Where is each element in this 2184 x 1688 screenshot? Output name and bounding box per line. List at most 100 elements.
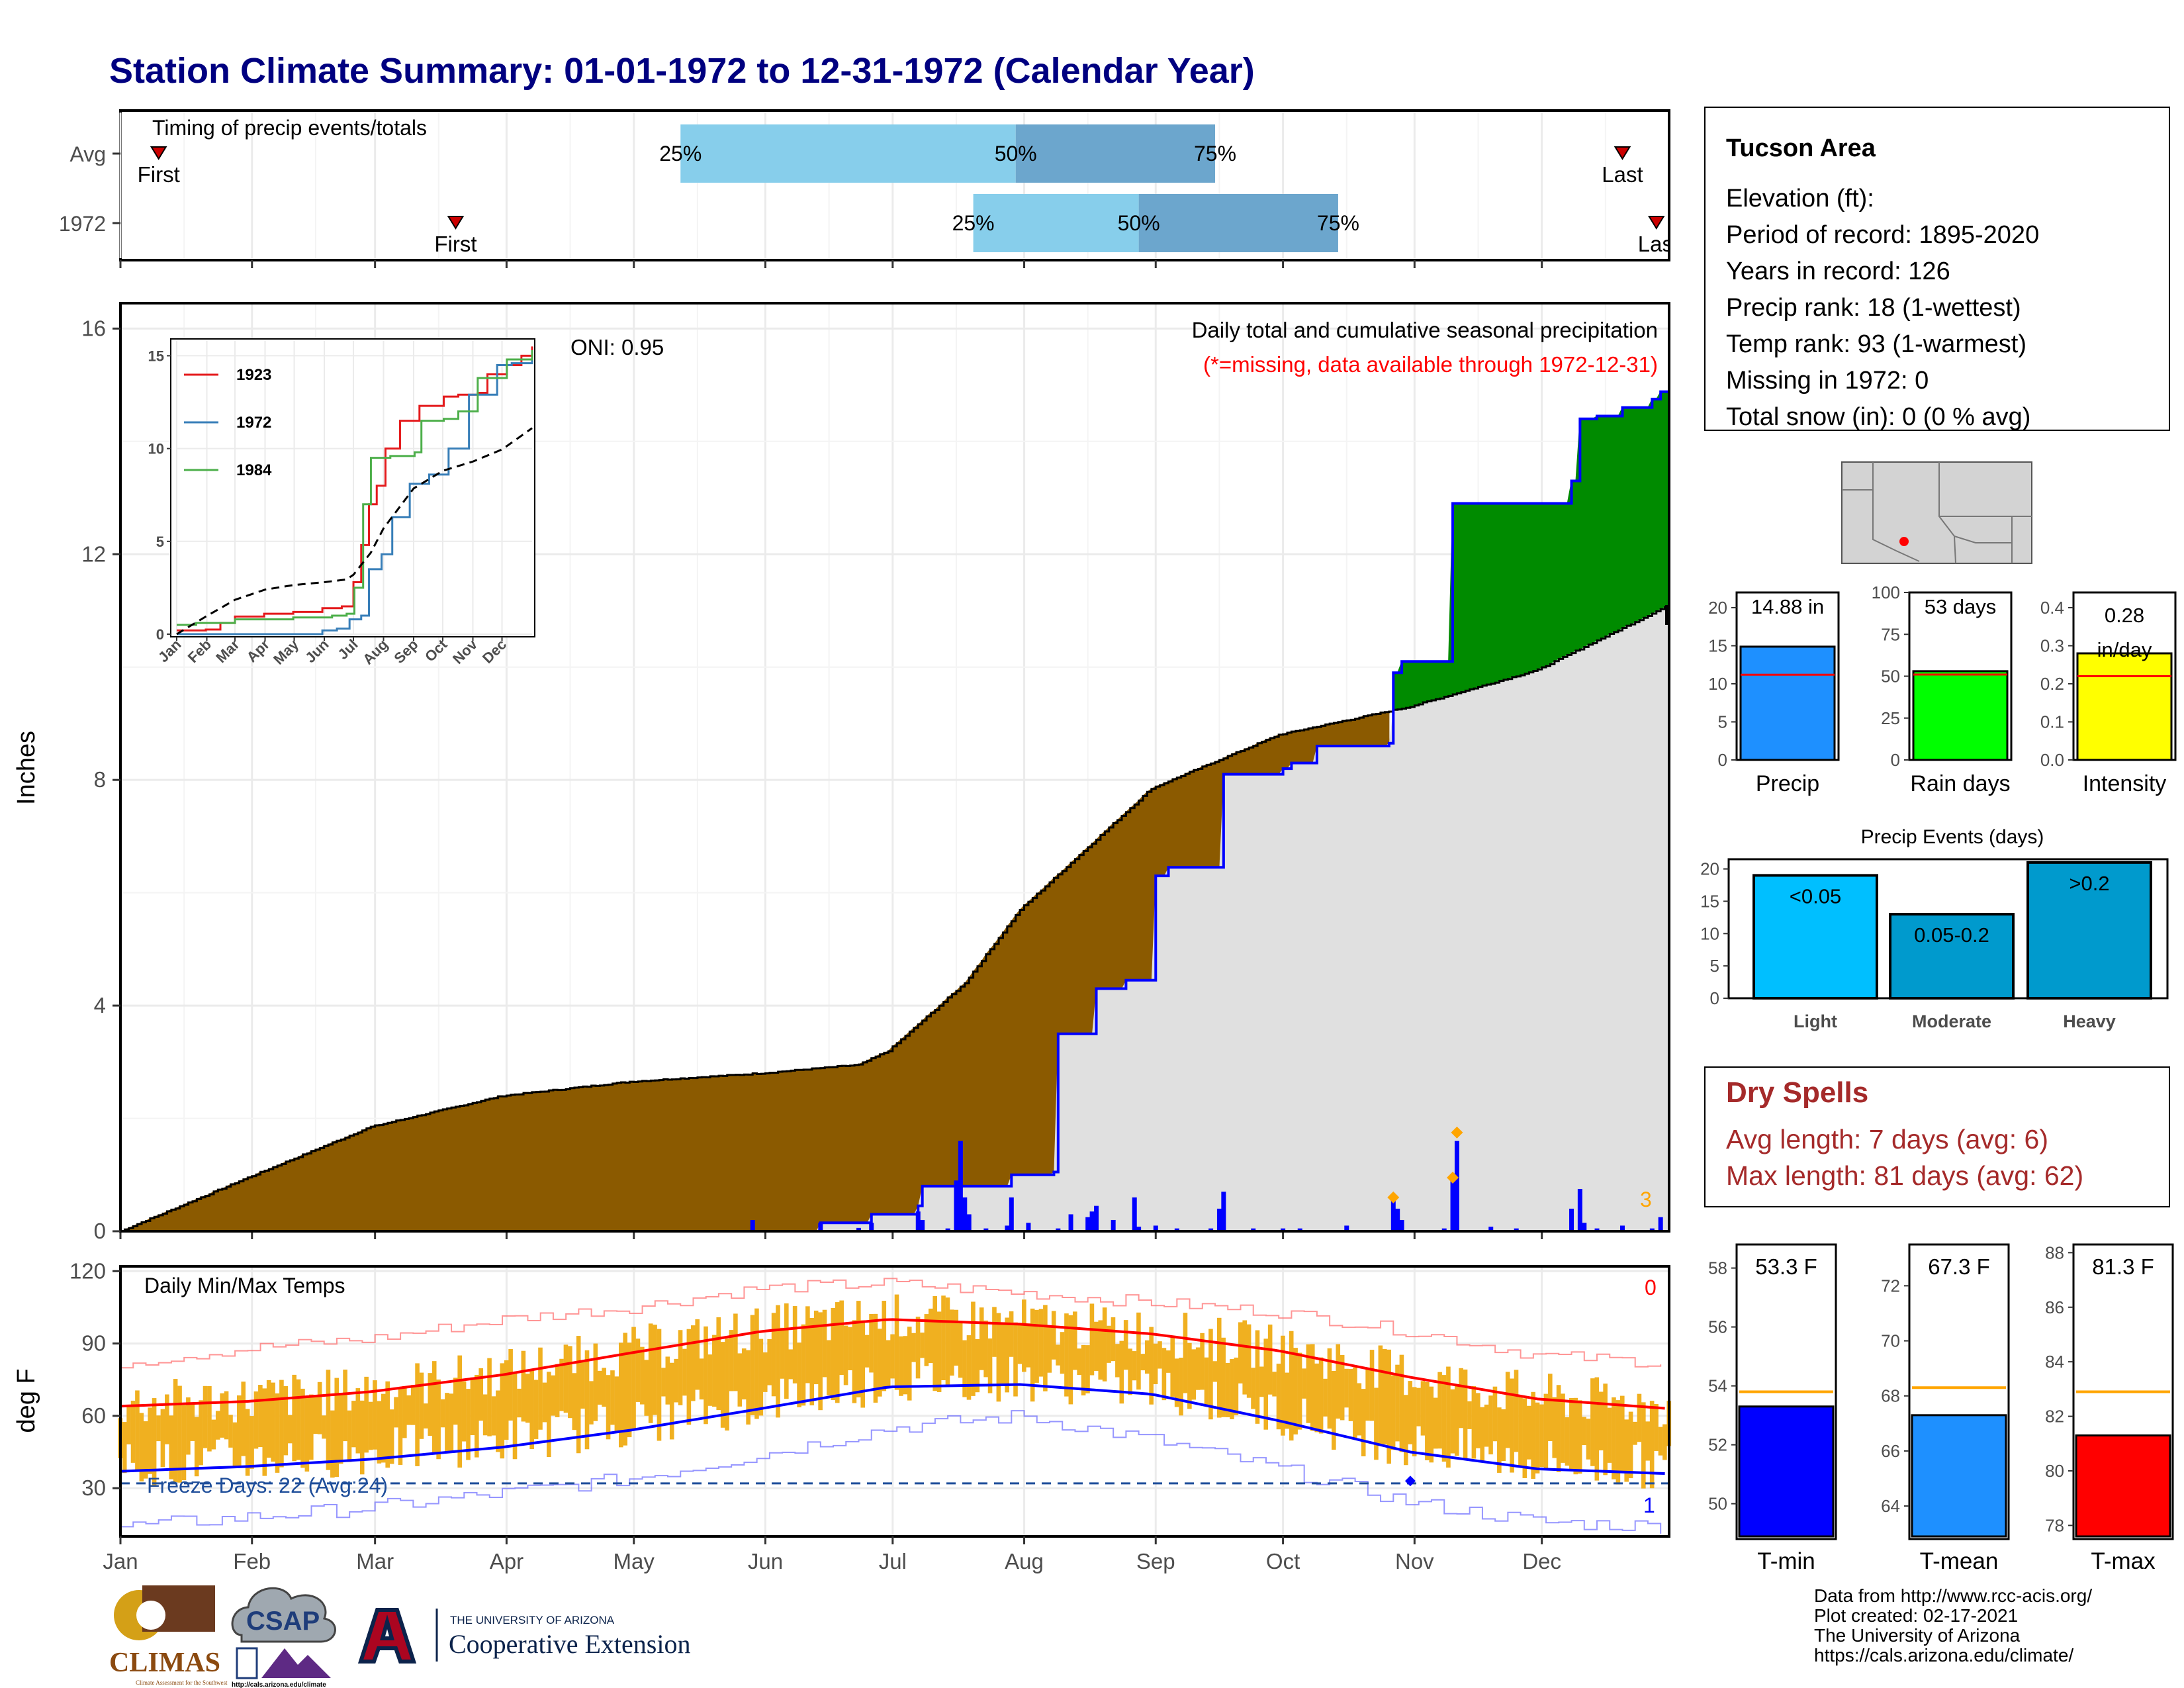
daily-temp-bar [152, 1398, 157, 1487]
daily-temp-bar [1153, 1343, 1158, 1384]
climas-logo-sun [136, 1601, 165, 1630]
mini-bar-label: Rain days [1910, 771, 2010, 796]
daily-temp-bar [1263, 1338, 1269, 1430]
precip-caption: Daily total and cumulative seasonal prec… [1192, 318, 1658, 342]
station-info-line: Missing in 1972: 0 [1726, 367, 1929, 395]
first-event-marker [447, 216, 465, 230]
month-label: Feb [233, 1549, 271, 1573]
daily-temp-bar [758, 1338, 764, 1416]
inset-series-1923 [177, 346, 533, 632]
daily-temp-bar [1072, 1311, 1077, 1370]
temp-bar-y-tick-label: 50 [1708, 1494, 1727, 1514]
missing-note: (*=missing, data available through 1972-… [1203, 352, 1658, 377]
csap-url: http://cals.arizona.edu/climate [232, 1681, 326, 1688]
daily-temp-bar [508, 1349, 513, 1421]
daily-temp-bar [373, 1380, 377, 1450]
daily-precip-bar [1068, 1214, 1073, 1231]
daily-temp-bar [126, 1407, 131, 1444]
daily-temp-bar [631, 1327, 636, 1429]
daily-temp-bar [640, 1346, 645, 1405]
daily-temp-bar [1582, 1417, 1586, 1446]
daily-temp-bar [1556, 1385, 1561, 1472]
daily-temp-bar [1433, 1397, 1438, 1449]
daily-temp-bar [1085, 1345, 1090, 1393]
daily-temp-bar [1174, 1358, 1179, 1407]
daily-temp-bar [674, 1358, 678, 1403]
daily-temp-bar [436, 1380, 441, 1460]
events-bar [2026, 861, 2152, 1000]
precip-y-tick-label: 4 [94, 993, 106, 1017]
footer-credits: Data from http://www.rcc-acis.org/Plot c… [1814, 1585, 2092, 1665]
daily-temp-bar [1225, 1362, 1230, 1417]
daily-temp-bar [958, 1321, 963, 1378]
daily-precip-bar [1577, 1189, 1582, 1231]
precip-y-tick-label: 8 [94, 767, 106, 792]
daily-temp-bar [466, 1389, 471, 1460]
daily-temp-bar [1179, 1357, 1183, 1416]
daily-temp-bar [979, 1307, 984, 1370]
daily-temp-bar [584, 1350, 590, 1450]
daily-temp-bar [228, 1415, 233, 1448]
daily-temp-bar [729, 1330, 734, 1391]
daily-temp-bar [750, 1315, 755, 1415]
daily-temp-bar [1437, 1372, 1442, 1449]
daily-temp-bar [135, 1390, 140, 1471]
month-label: Sep [1136, 1549, 1175, 1573]
daily-temp-bar [385, 1381, 390, 1468]
csap-logo-text: CSAP [246, 1607, 320, 1636]
end-marker [1665, 604, 1669, 625]
daily-precip-bar [915, 1211, 921, 1231]
daily-temp-bar [1208, 1329, 1213, 1420]
daily-temp-bar [1408, 1381, 1413, 1444]
daily-precip-bar [1649, 1228, 1655, 1231]
daily-temp-bar [699, 1358, 704, 1400]
daily-temp-bar [1561, 1393, 1565, 1463]
daily-temp-bar [347, 1410, 352, 1462]
daily-temp-bar [827, 1340, 831, 1396]
daily-temp-bar [1149, 1327, 1154, 1405]
daily-temp-bar [839, 1300, 844, 1376]
daily-temp-bar [173, 1379, 178, 1482]
daily-temp-bar [754, 1308, 759, 1419]
daily-temp-bar [1017, 1323, 1023, 1364]
daily-temp-bar [1441, 1375, 1447, 1462]
university-logo: THE UNIVERSITY OF ARIZONA Cooperative Ex… [357, 1608, 690, 1664]
daily-temp-bar [322, 1415, 326, 1439]
daily-temp-bar [377, 1401, 382, 1464]
daily-temp-bar [707, 1354, 713, 1406]
daily-temp-bar [762, 1352, 768, 1392]
daily-temp-bar [445, 1393, 449, 1452]
daily-temp-bar [1332, 1371, 1336, 1450]
daily-temp-bar [470, 1377, 475, 1436]
temp-y-tick-label: 120 [69, 1258, 106, 1283]
daily-temp-bar [864, 1335, 870, 1368]
last-event-marker [1614, 146, 1631, 160]
mini-bar-y-tick-label: 20 [1708, 598, 1727, 618]
daily-temp-bar [678, 1330, 683, 1405]
daily-temp-bar [733, 1313, 738, 1391]
events-y-tick-label: 5 [1710, 956, 1719, 976]
daily-temp-bar [241, 1382, 246, 1456]
daily-temp-bar [1285, 1372, 1290, 1429]
events-title: Precip Events (days) [1861, 826, 2044, 848]
ua-small-text: THE UNIVERSITY OF ARIZONA [450, 1614, 615, 1626]
daily-temp-bar [351, 1401, 356, 1448]
daily-temp-bar [1204, 1357, 1209, 1406]
daily-temp-bar [1573, 1397, 1578, 1475]
month-label: Mar [356, 1549, 394, 1573]
daily-temp-bar [381, 1393, 386, 1463]
daily-temp-bar [177, 1385, 182, 1483]
daily-precip-bar [966, 1214, 972, 1231]
daily-precip-bar [1009, 1197, 1014, 1231]
daily-precip-bar [1153, 1225, 1158, 1231]
daily-temp-bar [1310, 1344, 1315, 1431]
daily-temp-bar [1022, 1299, 1026, 1372]
daily-temp-bar [737, 1353, 743, 1407]
dry-spells-box: Dry Spells Avg length: 7 days (avg: 6) M… [1704, 1066, 2170, 1207]
daily-temp-bar [547, 1372, 551, 1458]
daily-temp-bar [580, 1360, 585, 1409]
inset-y-tick-label: 10 [148, 441, 164, 457]
precip-daily-bars [119, 604, 1669, 1239]
daily-precip-bar [1582, 1223, 1587, 1231]
daily-temp-bar [1480, 1407, 1485, 1462]
